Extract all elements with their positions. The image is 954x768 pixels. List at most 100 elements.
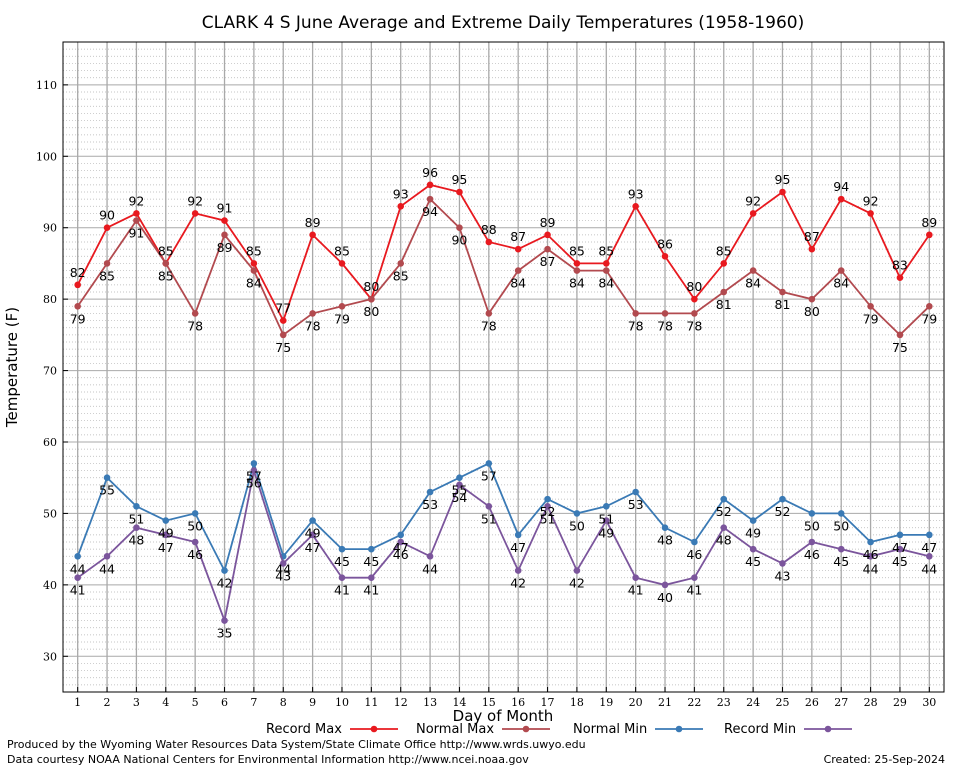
normal-min-point (544, 495, 551, 503)
normal-min-point (456, 474, 463, 482)
normal-min-point (133, 502, 140, 510)
normal-min-point (896, 531, 904, 539)
x-tick-label: 17 (541, 696, 555, 709)
record-max-value-label: 93 (628, 186, 644, 201)
record-max-point (250, 260, 258, 267)
normal-max-value-label: 78 (657, 318, 673, 333)
normal-max-point (250, 267, 258, 274)
record-max-point (309, 231, 316, 239)
normal-max-value-label: 79 (70, 311, 86, 326)
record-max-value-label: 89 (921, 215, 937, 230)
record-min-value-label: 46 (187, 547, 203, 562)
x-axis-title: Day of Month (453, 707, 554, 725)
record-min-point (426, 552, 434, 560)
record-min-point (74, 574, 81, 582)
normal-min-value-label: 50 (833, 518, 849, 533)
record-max-point (456, 188, 463, 196)
record-min-point (250, 467, 258, 474)
x-tick-label: 19 (599, 696, 613, 709)
normal-max-value-label: 91 (128, 226, 144, 241)
normal-max-value-label: 85 (393, 268, 409, 283)
normal-max-point (397, 260, 405, 267)
data-labels: 82 90 92 85 92 91 85 77 89 85 80 93 96 95 88 87 89 85 85 93… (70, 165, 938, 641)
record-min-value-label: 46 (804, 547, 820, 562)
normal-min-point (632, 488, 639, 496)
normal-max-value-label: 85 (158, 268, 174, 283)
record-min-value-label: 45 (745, 554, 761, 569)
normal-min-point (867, 538, 874, 546)
x-tick-label: 28 (864, 696, 878, 709)
x-tick-label: 7 (250, 696, 257, 709)
grid (63, 41, 944, 693)
record-max-point (338, 260, 346, 267)
x-tick-label: 24 (746, 696, 760, 709)
record-max-value-label: 87 (510, 229, 526, 244)
normal-min-value-label: 50 (804, 518, 820, 533)
record-min-value-label: 46 (393, 547, 409, 562)
normal-max-point (837, 267, 845, 274)
record-max-value-label: 87 (804, 229, 820, 244)
record-max-point (103, 224, 111, 232)
normal-min-point (221, 567, 228, 574)
normal-max-value-label: 81 (716, 297, 732, 312)
normal-min-point (485, 460, 493, 467)
record-max-point (133, 210, 140, 217)
x-tick-label: 9 (309, 696, 316, 709)
normal-max-value-label: 90 (451, 233, 467, 248)
normal-min-value-label: 47 (921, 540, 937, 555)
normal-min-value-label: 45 (363, 554, 379, 569)
record-min-value-label: 54 (451, 490, 467, 505)
record-max-value-label: 95 (451, 172, 467, 187)
normal-min-value-label: 44 (275, 561, 291, 576)
x-tick-label: 22 (687, 696, 701, 709)
chart-title: CLARK 4 S June Average and Extreme Daily… (202, 13, 804, 33)
normal-min-value-label: 52 (775, 504, 791, 519)
record-max-point (74, 281, 81, 289)
normal-min-value-label: 53 (422, 497, 438, 512)
x-tick-label: 23 (717, 696, 731, 709)
normal-min-value-label: 55 (99, 483, 115, 498)
normal-max-value-label: 78 (686, 318, 702, 333)
normal-min-point (779, 495, 786, 503)
record-min-point (456, 481, 463, 489)
record-max-point (573, 260, 581, 267)
footer-produced-by: Produced by the Wyoming Water Resources … (7, 738, 586, 751)
normal-max-point (162, 260, 170, 267)
x-tick-label: 11 (364, 696, 378, 709)
record-min-point (485, 502, 493, 510)
normal-min-value-label: 49 (305, 526, 321, 541)
record-min-point (837, 545, 845, 553)
record-min-point (221, 617, 228, 624)
x-tick-label: 3 (133, 696, 140, 709)
record-max-value-label: 82 (70, 265, 86, 280)
normal-max-value-label: 87 (540, 254, 556, 269)
normal-max-point (103, 260, 111, 267)
record-max-point (749, 210, 757, 217)
normal-max-point (691, 310, 698, 317)
normal-min-point (837, 510, 845, 517)
x-tick-label: 25 (775, 696, 789, 709)
normal-max-point (926, 302, 933, 310)
record-min-point (808, 538, 816, 546)
x-tick-label: 8 (280, 696, 287, 709)
normal-max-point (485, 310, 493, 317)
x-tick-label: 30 (922, 696, 936, 709)
normal-max-value-label: 79 (921, 311, 937, 326)
record-max-point (661, 252, 669, 260)
normal-min-value-label: 50 (569, 518, 585, 533)
record-min-value-label: 45 (892, 554, 908, 569)
normal-max-value-label: 78 (305, 318, 321, 333)
record-min-point (544, 502, 551, 510)
record-min-point (103, 552, 111, 560)
record-min-point (632, 574, 639, 582)
legend-label-record-max: Record Max (266, 722, 342, 737)
normal-min-value-label: 55 (451, 483, 467, 498)
record-min-point (162, 531, 170, 539)
normal-max-value-label: 84 (745, 276, 761, 291)
x-tick-label: 4 (162, 696, 169, 709)
normal-max-value-label: 84 (833, 276, 849, 291)
record-min-point (514, 567, 522, 574)
record-max-value-label: 85 (716, 243, 732, 258)
y-tick-label: 40 (43, 579, 57, 592)
